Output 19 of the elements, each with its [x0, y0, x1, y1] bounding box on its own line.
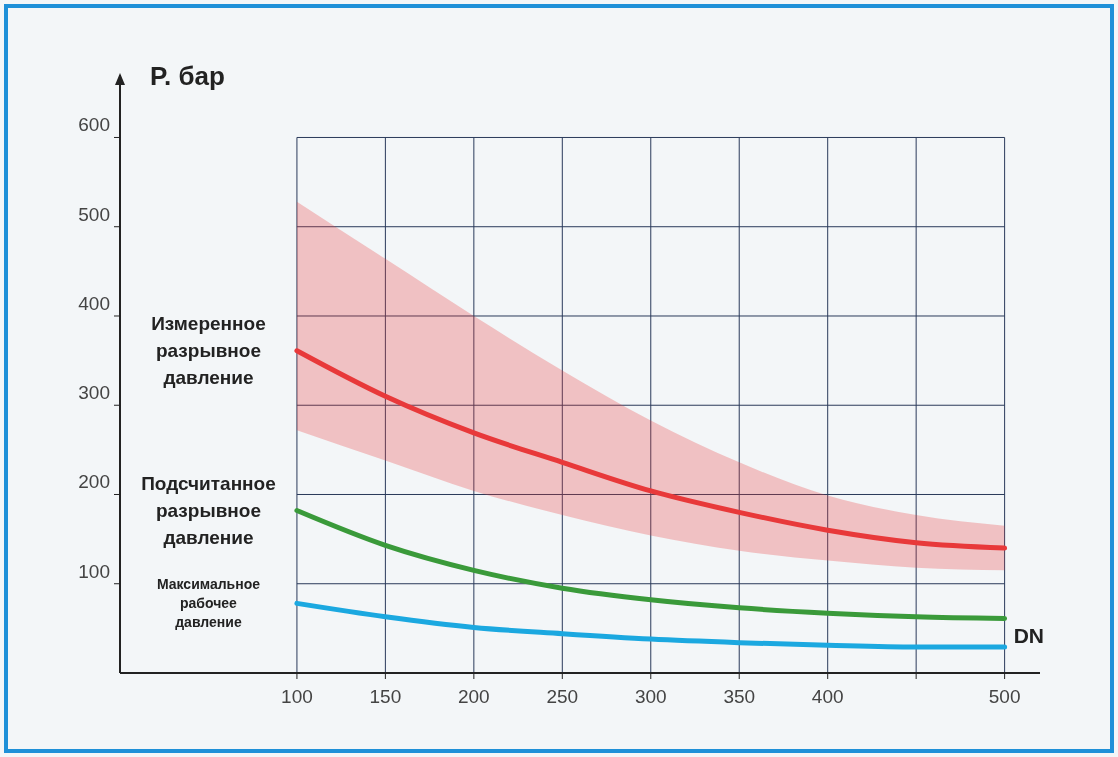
x-tick-label: 200 [457, 686, 490, 707]
y-tick-label: 400 [78, 292, 110, 314]
x-tick-label: 400 [811, 686, 844, 707]
series-label: Подсчитанное разрывное давление [141, 473, 276, 549]
y-tick-label: 600 [78, 114, 110, 136]
y-tick-label: 100 [78, 560, 110, 582]
x-tick-label: 350 [723, 686, 756, 707]
text: Максимальное рабочее давление [156, 576, 261, 631]
y-tick-label: 200 [78, 471, 110, 493]
y-tick-label: 300 [78, 382, 110, 404]
y-tick-label: 500 [78, 203, 110, 225]
y-axis-title: P. бар [150, 61, 225, 91]
series-label: Измеренное разрывное давление [151, 313, 266, 389]
x-tick-label: 150 [369, 686, 402, 707]
x-tick-label: 500 [988, 686, 1021, 707]
x-tick-label: 300 [634, 686, 667, 707]
x-tick-label: 250 [546, 686, 579, 707]
x-tick-label: 100 [281, 686, 313, 707]
x-axis-title: DN [1013, 624, 1044, 647]
